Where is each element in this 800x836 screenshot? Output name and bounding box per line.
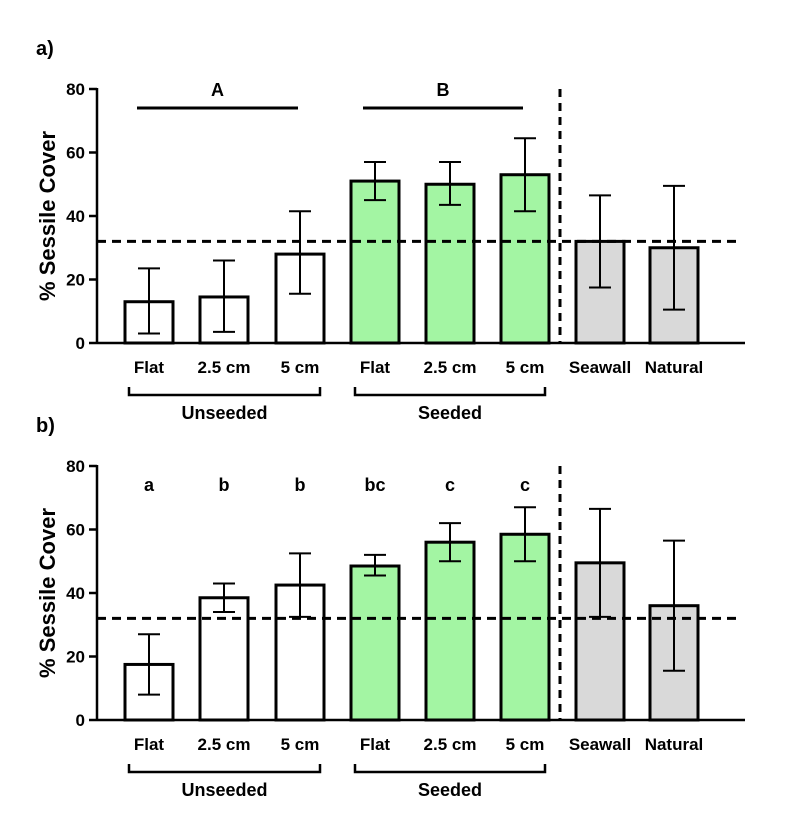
significance-letter: b bbox=[295, 475, 306, 495]
significance-letter: a bbox=[144, 475, 155, 495]
x-category-label: Seawall bbox=[569, 735, 631, 754]
group-bracket bbox=[353, 764, 547, 774]
significance-letter: bc bbox=[364, 475, 385, 495]
bar bbox=[349, 564, 401, 722]
bar bbox=[574, 561, 626, 722]
bar bbox=[424, 540, 476, 722]
x-category-label: Natural bbox=[645, 358, 704, 377]
y-tick-label: 60 bbox=[66, 144, 85, 163]
group-label: Unseeded bbox=[181, 780, 267, 800]
significance-letter: c bbox=[445, 475, 455, 495]
y-tick-label: 0 bbox=[76, 334, 85, 353]
y-tick-label: 80 bbox=[66, 80, 85, 99]
x-category-label: Flat bbox=[134, 358, 165, 377]
x-category-label: 2.5 cm bbox=[198, 735, 251, 754]
group-label: Seeded bbox=[418, 780, 482, 800]
y-tick-label: 40 bbox=[66, 584, 85, 603]
y-tick-label: 40 bbox=[66, 207, 85, 226]
panel-label: a) bbox=[36, 38, 54, 60]
y-axis-label: % Sessile Cover bbox=[35, 131, 60, 301]
x-category-label: Natural bbox=[645, 735, 704, 754]
bar bbox=[424, 182, 476, 345]
group-label: Seeded bbox=[418, 403, 482, 423]
group-bracket bbox=[127, 764, 322, 774]
significance-letter: c bbox=[520, 475, 530, 495]
x-category-label: Flat bbox=[360, 358, 391, 377]
y-tick-label: 20 bbox=[66, 271, 85, 290]
y-tick-label: 60 bbox=[66, 521, 85, 540]
y-axis-label: % Sessile Cover bbox=[35, 508, 60, 678]
group-label: Unseeded bbox=[181, 403, 267, 423]
bar bbox=[499, 532, 551, 722]
y-tick-label: 20 bbox=[66, 648, 85, 667]
x-category-label: 2.5 cm bbox=[424, 358, 477, 377]
x-category-label: Flat bbox=[134, 735, 165, 754]
panel-label: b) bbox=[36, 415, 55, 437]
x-category-label: 2.5 cm bbox=[198, 358, 251, 377]
x-category-label: Flat bbox=[360, 735, 391, 754]
y-tick-label: 80 bbox=[66, 457, 85, 476]
x-category-label: Seawall bbox=[569, 358, 631, 377]
x-category-label: 2.5 cm bbox=[424, 735, 477, 754]
bar bbox=[198, 596, 250, 722]
x-category-label: 5 cm bbox=[281, 735, 320, 754]
significance-label: B bbox=[437, 80, 450, 100]
bar bbox=[349, 179, 401, 345]
y-tick-label: 0 bbox=[76, 711, 85, 730]
significance-letter: b bbox=[219, 475, 230, 495]
significance-label: A bbox=[211, 80, 224, 100]
x-category-label: 5 cm bbox=[281, 358, 320, 377]
group-bracket bbox=[353, 387, 547, 397]
x-category-label: 5 cm bbox=[506, 358, 545, 377]
group-bracket bbox=[127, 387, 322, 397]
x-category-label: 5 cm bbox=[506, 735, 545, 754]
